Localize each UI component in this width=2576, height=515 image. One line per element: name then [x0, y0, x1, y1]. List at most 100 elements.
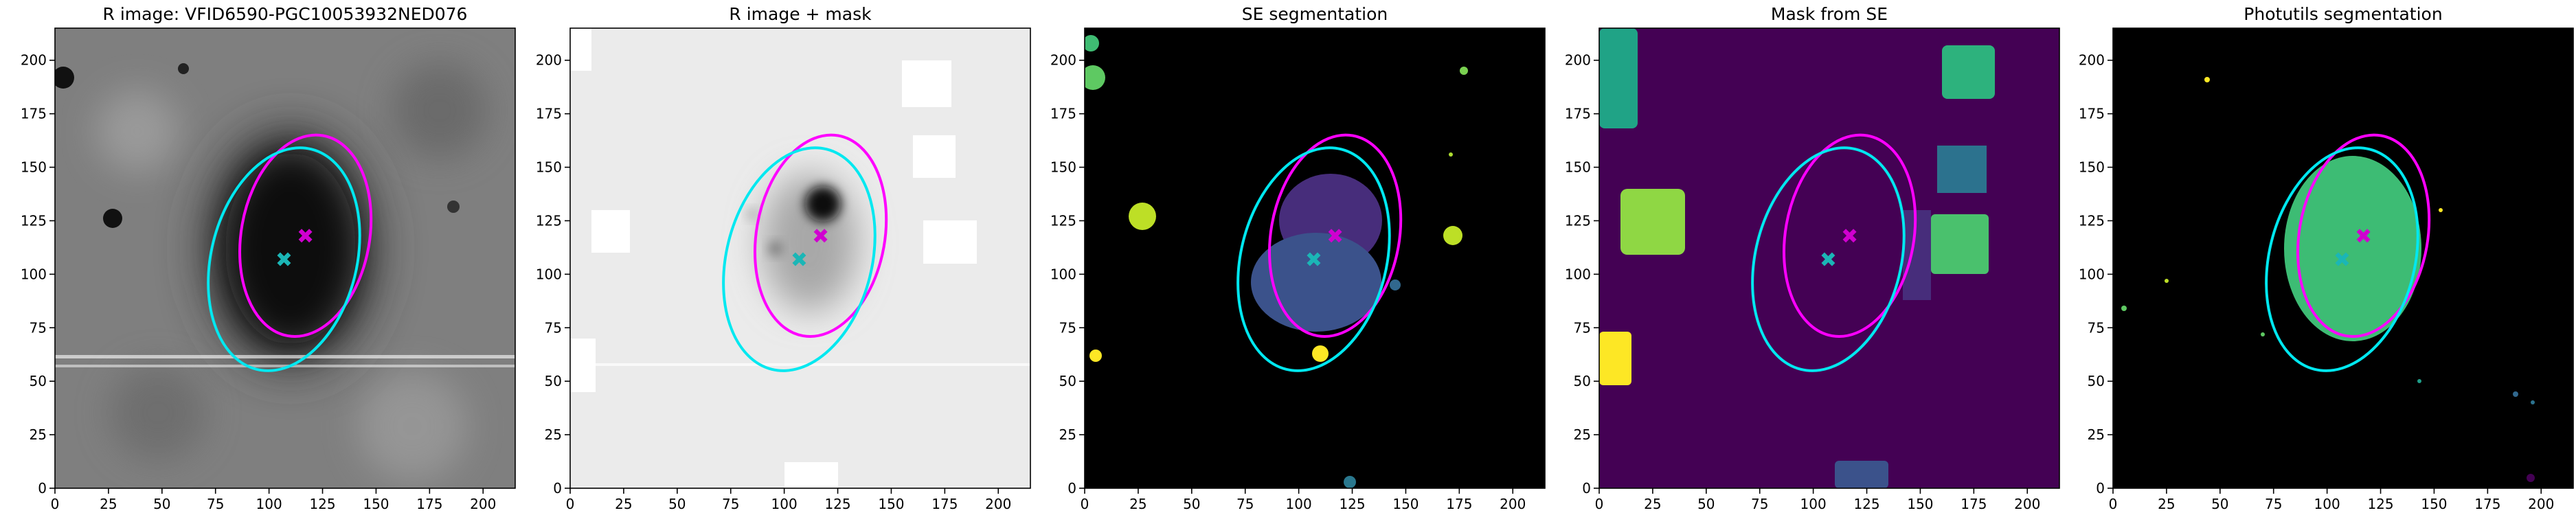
y-tick-label: 50	[30, 373, 47, 389]
y-tick-label: 50	[2088, 373, 2105, 389]
y-tick-label: 0	[1067, 480, 1076, 496]
image	[1599, 28, 2059, 488]
y-tick-label: 75	[545, 319, 562, 336]
x-tick-label: 175	[931, 496, 958, 512]
x-tick-label: 0	[2109, 496, 2118, 512]
y-tick-label: 200	[2079, 52, 2105, 69]
center-marker	[2356, 229, 2371, 243]
y-tick-label: 125	[21, 212, 47, 229]
center-marker	[1821, 252, 1835, 266]
x-tick-label: 125	[1339, 496, 1365, 512]
aperture-ellipse	[2265, 146, 2419, 372]
y-tick-label: 0	[38, 480, 47, 496]
y-tick-label: 50	[545, 373, 562, 389]
center-marker	[813, 229, 828, 243]
panel-photutils-segmentation: Photutils segmentation 0 25 50 75 100 125 150 17…	[2079, 4, 2574, 512]
x-tick-label: 125	[824, 496, 850, 512]
aperture-ellipse	[207, 146, 361, 372]
y-tick-label: 150	[1565, 159, 1591, 176]
y-tick-label: 75	[1059, 319, 1076, 336]
x-tick-label: 150	[878, 496, 904, 512]
y-tick-label: 25	[30, 426, 47, 443]
x-tick-label: 125	[1853, 496, 1879, 512]
y-tick-label: 0	[2096, 480, 2105, 496]
x-tick-label: 125	[309, 496, 335, 512]
x-tick-label: 75	[207, 496, 224, 512]
y-tick-label: 125	[1565, 212, 1591, 229]
x-tick-label: 100	[1800, 496, 1827, 512]
y-tick-label: 150	[536, 159, 562, 176]
x-tick-label: 0	[1081, 496, 1089, 512]
x-tick-label: 50	[1697, 496, 1715, 512]
x-tick-label: 200	[470, 496, 496, 512]
y-tick-label: 175	[1565, 106, 1591, 122]
x-tick-label: 75	[1236, 496, 1254, 512]
x-tick-label: 150	[2421, 496, 2447, 512]
y-tick-label: 25	[2088, 426, 2105, 443]
x-tick-label: 200	[1500, 496, 1526, 512]
center-marker	[2335, 252, 2349, 266]
x-tick-label: 25	[2158, 496, 2175, 512]
axes-frame	[1598, 27, 2060, 489]
y-tick-label: 125	[2079, 212, 2105, 229]
y-tick-label: 150	[21, 159, 47, 176]
y-tick-label: 175	[21, 106, 47, 122]
x-tick-label: 75	[722, 496, 739, 512]
aperture-ellipse	[754, 133, 888, 338]
x-tick-label: 75	[2265, 496, 2282, 512]
x-tick-label: 175	[416, 496, 442, 512]
x-tick-label: 200	[2014, 496, 2040, 512]
y-tick-label: 175	[2079, 106, 2105, 122]
aperture-ellipse	[238, 133, 373, 338]
y-tick-label: 125	[536, 212, 562, 229]
x-tick-label: 25	[100, 496, 117, 512]
center-marker	[1328, 229, 1342, 243]
panel-mask-from-se: Mask from SE 0 25 50 75 100 125 150 175 200 0 25 50 7…	[1565, 4, 2060, 512]
y-tick-label: 150	[2079, 159, 2105, 176]
x-tick-label: 0	[566, 496, 575, 512]
x-tick-label: 75	[1751, 496, 1768, 512]
y-tick-label: 200	[1050, 52, 1076, 69]
y-tick-label: 175	[536, 106, 562, 122]
y-tick-label: 100	[1050, 266, 1076, 282]
y-tick-label: 0	[1582, 480, 1591, 496]
y-tick-label: 50	[1059, 373, 1076, 389]
x-tick-label: 50	[2211, 496, 2228, 512]
axes-frame	[2112, 27, 2574, 489]
aperture-ellipse	[722, 146, 877, 372]
x-tick-label: 0	[51, 496, 60, 512]
x-tick-label: 100	[1286, 496, 1312, 512]
y-tick-label: 200	[536, 52, 562, 69]
panel-r-image: R image: VFID6590-PGC10053932NED076 0 25 50…	[21, 4, 516, 512]
center-marker	[298, 229, 313, 243]
panel-title: Photutils segmentation	[2244, 4, 2442, 24]
x-tick-label: 50	[153, 496, 170, 512]
center-marker	[792, 252, 806, 266]
y-tick-label: 150	[1050, 159, 1076, 176]
x-tick-label: 100	[771, 496, 798, 512]
aperture-ellipse	[1268, 133, 1403, 338]
x-tick-label: 150	[363, 496, 389, 512]
x-tick-label: 175	[2474, 496, 2500, 512]
panel-r-image-mask: R image + mask 0 25 50 75 100 125 150 175 200 0 25 5…	[536, 4, 1031, 512]
x-tick-label: 25	[1129, 496, 1146, 512]
axes-frame	[569, 27, 1031, 489]
center-marker	[277, 252, 291, 266]
y-tick-label: 25	[1059, 426, 1076, 443]
y-tick-label: 200	[1565, 52, 1591, 69]
image	[55, 28, 515, 488]
center-marker	[1842, 229, 1857, 243]
x-tick-label: 175	[1446, 496, 1472, 512]
y-tick-label: 25	[545, 426, 562, 443]
aperture-ellipse	[1751, 146, 1906, 372]
y-tick-label: 0	[553, 480, 562, 496]
y-tick-label: 125	[1050, 212, 1076, 229]
x-tick-label: 100	[2314, 496, 2340, 512]
y-tick-label: 75	[1574, 319, 1591, 336]
image	[2113, 28, 2573, 488]
panel-title: R image + mask	[729, 4, 872, 24]
panel-title: Mask from SE	[1771, 4, 1888, 24]
panel-title: SE segmentation	[1242, 4, 1388, 24]
